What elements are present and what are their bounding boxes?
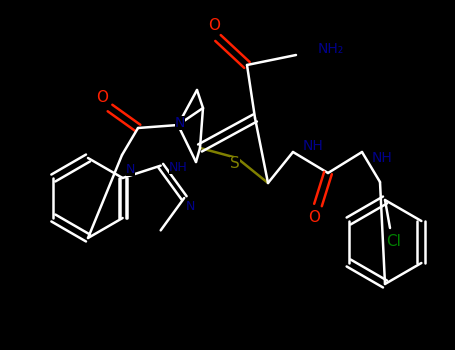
- Text: NH: NH: [169, 161, 187, 174]
- Text: Cl: Cl: [387, 234, 401, 250]
- Text: O: O: [208, 19, 220, 34]
- Text: N: N: [186, 199, 195, 212]
- Text: N: N: [126, 163, 135, 176]
- Text: NH₂: NH₂: [318, 42, 344, 56]
- Text: O: O: [96, 91, 108, 105]
- Text: O: O: [308, 210, 320, 224]
- Text: NH: NH: [303, 139, 324, 153]
- Text: NH: NH: [372, 151, 393, 165]
- Text: S: S: [230, 156, 240, 172]
- Text: N: N: [175, 116, 185, 130]
